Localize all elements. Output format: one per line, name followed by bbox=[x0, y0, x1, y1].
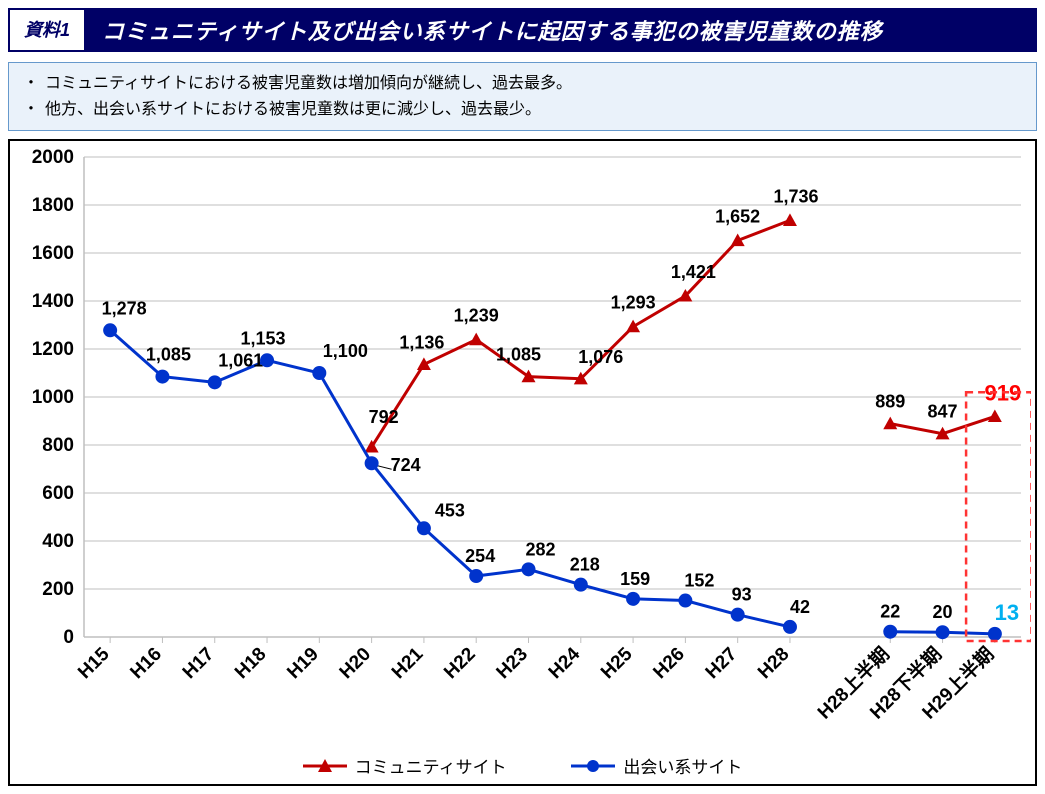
svg-text:1400: 1400 bbox=[32, 291, 74, 312]
svg-text:20: 20 bbox=[933, 602, 953, 622]
legend: コミュニティサイト 出会い系サイト bbox=[16, 747, 1029, 780]
svg-text:254: 254 bbox=[465, 546, 495, 566]
svg-text:847: 847 bbox=[928, 402, 958, 422]
svg-text:1600: 1600 bbox=[32, 243, 74, 264]
svg-text:400: 400 bbox=[42, 531, 74, 552]
svg-text:H26: H26 bbox=[649, 644, 688, 683]
svg-text:1,652: 1,652 bbox=[715, 207, 760, 227]
summary-line-2: ・他方、出会い系サイトにおける被害児童数は更に減少し、過去最少。 bbox=[23, 97, 1022, 123]
svg-text:H20: H20 bbox=[336, 644, 375, 683]
svg-text:200: 200 bbox=[42, 579, 74, 600]
svg-text:93: 93 bbox=[732, 585, 752, 605]
svg-text:H18: H18 bbox=[231, 644, 270, 683]
svg-text:1,100: 1,100 bbox=[323, 341, 368, 361]
svg-text:1800: 1800 bbox=[32, 195, 74, 216]
svg-text:1,736: 1,736 bbox=[773, 187, 818, 207]
svg-text:282: 282 bbox=[525, 540, 555, 560]
svg-text:600: 600 bbox=[42, 483, 74, 504]
summary-line-1: ・コミュニティサイトにおける被害児童数は増加傾向が継続し、過去最多。 bbox=[23, 71, 1022, 97]
svg-text:H17: H17 bbox=[179, 644, 218, 683]
svg-text:1,421: 1,421 bbox=[671, 262, 716, 282]
legend-item-dating: 出会い系サイト bbox=[571, 753, 742, 778]
svg-text:800: 800 bbox=[42, 435, 74, 456]
line-chart: 0 200 400 600 800 1000 1200 1400 1600 1800 2000 H15… bbox=[16, 147, 1031, 747]
svg-text:H21: H21 bbox=[388, 644, 428, 684]
svg-text:H24: H24 bbox=[545, 644, 585, 684]
svg-text:724: 724 bbox=[391, 455, 421, 475]
svg-text:1,076: 1,076 bbox=[578, 347, 623, 367]
svg-text:H25: H25 bbox=[597, 644, 637, 684]
svg-text:889: 889 bbox=[875, 392, 905, 412]
svg-text:H16: H16 bbox=[126, 644, 165, 683]
svg-text:H28: H28 bbox=[754, 644, 793, 683]
svg-text:453: 453 bbox=[435, 500, 465, 520]
page-title: コミュニティサイト及び出会い系サイトに起因する事犯の被害児童数の推移 bbox=[84, 8, 1037, 52]
svg-text:1,085: 1,085 bbox=[146, 345, 191, 365]
summary-box: ・コミュニティサイトにおける被害児童数は増加傾向が継続し、過去最多。 ・他方、出… bbox=[8, 62, 1037, 131]
svg-text:H22: H22 bbox=[440, 644, 479, 683]
svg-text:1,278: 1,278 bbox=[102, 298, 147, 318]
svg-text:H27: H27 bbox=[702, 644, 741, 683]
svg-text:1,136: 1,136 bbox=[399, 333, 444, 353]
svg-text:42: 42 bbox=[790, 597, 810, 617]
svg-text:1000: 1000 bbox=[32, 387, 74, 408]
svg-text:13: 13 bbox=[995, 600, 1019, 625]
legend-item-community: コミュニティサイト bbox=[303, 753, 507, 778]
svg-text:152: 152 bbox=[684, 571, 714, 591]
svg-text:1200: 1200 bbox=[32, 339, 74, 360]
svg-text:792: 792 bbox=[369, 407, 399, 427]
svg-text:1,153: 1,153 bbox=[241, 328, 286, 348]
svg-text:1,239: 1,239 bbox=[454, 306, 499, 326]
document-badge: 資料1 bbox=[8, 8, 84, 52]
svg-text:0: 0 bbox=[63, 627, 74, 648]
svg-text:218: 218 bbox=[570, 555, 600, 575]
svg-text:H15: H15 bbox=[74, 644, 114, 684]
svg-text:159: 159 bbox=[620, 569, 650, 589]
svg-text:H19: H19 bbox=[283, 644, 322, 683]
svg-text:H23: H23 bbox=[493, 644, 532, 683]
svg-text:2000: 2000 bbox=[32, 147, 74, 168]
chart-container: 0 200 400 600 800 1000 1200 1400 1600 1800 2000 H15… bbox=[8, 139, 1037, 786]
svg-text:1,061: 1,061 bbox=[218, 351, 263, 371]
svg-text:1,293: 1,293 bbox=[611, 293, 656, 313]
svg-text:22: 22 bbox=[880, 602, 900, 622]
svg-text:1,085: 1,085 bbox=[496, 345, 541, 365]
header: 資料1 コミュニティサイト及び出会い系サイトに起因する事犯の被害児童数の推移 bbox=[8, 8, 1037, 52]
